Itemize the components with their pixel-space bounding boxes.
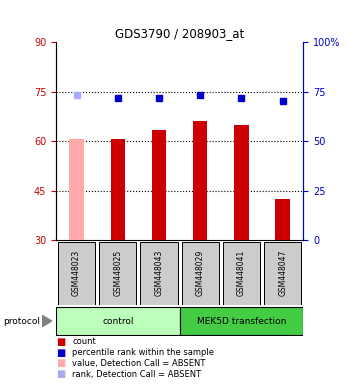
Bar bbox=[193, 121, 208, 240]
Bar bbox=[234, 125, 249, 240]
Text: GSM448043: GSM448043 bbox=[155, 250, 164, 296]
Bar bbox=[180, 307, 303, 335]
Polygon shape bbox=[42, 315, 52, 327]
Text: protocol: protocol bbox=[4, 317, 40, 326]
Title: GDS3790 / 208903_at: GDS3790 / 208903_at bbox=[115, 26, 244, 40]
Text: rank, Detection Call = ABSENT: rank, Detection Call = ABSENT bbox=[72, 369, 201, 379]
Text: percentile rank within the sample: percentile rank within the sample bbox=[72, 348, 214, 357]
Text: MEK5D transfection: MEK5D transfection bbox=[197, 316, 286, 326]
Bar bbox=[99, 242, 136, 305]
Text: ■: ■ bbox=[56, 358, 65, 368]
Text: GSM448029: GSM448029 bbox=[196, 250, 205, 296]
Text: GSM448025: GSM448025 bbox=[113, 250, 122, 296]
Bar bbox=[56, 307, 180, 335]
Text: GSM448041: GSM448041 bbox=[237, 250, 246, 296]
Text: ■: ■ bbox=[56, 337, 65, 347]
Text: control: control bbox=[102, 316, 134, 326]
Bar bbox=[275, 199, 290, 240]
Bar bbox=[182, 242, 219, 305]
Bar bbox=[58, 242, 95, 305]
Bar bbox=[140, 242, 178, 305]
Text: GSM448047: GSM448047 bbox=[278, 250, 287, 296]
Bar bbox=[110, 139, 125, 240]
Text: ■: ■ bbox=[56, 348, 65, 358]
Text: GSM448023: GSM448023 bbox=[72, 250, 81, 296]
Bar bbox=[69, 139, 84, 240]
Bar bbox=[152, 129, 166, 240]
Text: count: count bbox=[72, 337, 96, 346]
Text: value, Detection Call = ABSENT: value, Detection Call = ABSENT bbox=[72, 359, 205, 368]
Bar bbox=[264, 242, 301, 305]
Text: ■: ■ bbox=[56, 369, 65, 379]
Bar bbox=[223, 242, 260, 305]
